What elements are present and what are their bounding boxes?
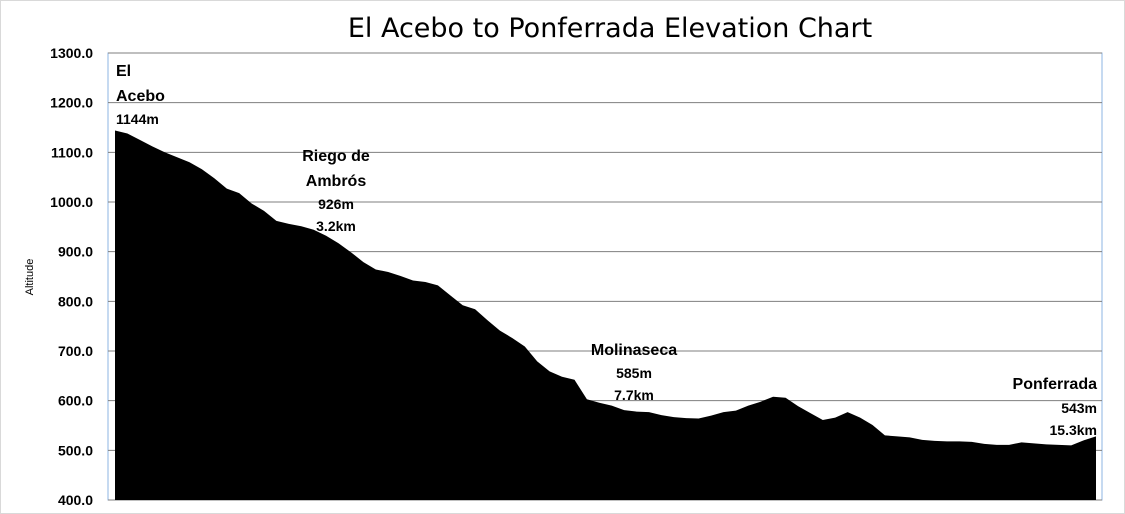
y-tick-label: 1100.0 — [51, 144, 93, 160]
annotation-value: 1144m — [116, 111, 159, 127]
y-tick-label: 400.0 — [58, 492, 93, 508]
y-tick-label: 1000.0 — [50, 194, 93, 210]
y-tick-label: 700.0 — [58, 343, 93, 359]
annotation: El Acebo 1144m — [116, 63, 165, 127]
annotation: Riego de Ambrós 926m 3.2km — [302, 148, 370, 234]
annotation-value: 926m — [318, 196, 354, 212]
annotation-name: Acebo — [116, 88, 165, 105]
elevation-series — [115, 130, 1096, 500]
annotation-name: Riego de — [302, 148, 370, 165]
annotation-value: 3.2km — [316, 218, 356, 234]
y-tick-label: 800.0 — [58, 293, 93, 309]
annotation-name: El — [116, 63, 131, 80]
elevation-area — [115, 130, 1096, 500]
annotation: Ponferrada 543m 15.3km — [1013, 376, 1098, 438]
y-axis-label: Altitude — [24, 259, 36, 296]
annotations: El Acebo 1144m Riego de Ambrós 926m 3.2km Molin… — [116, 63, 1097, 438]
y-tick-label: 500.0 — [58, 442, 93, 458]
annotation-value: 543m — [1061, 400, 1097, 416]
annotation-name: Ponferrada — [1013, 376, 1098, 393]
annotation: Molinaseca 585m 7.7km — [591, 342, 677, 403]
y-tick-label: 1300.0 — [50, 45, 93, 61]
annotation-name: Molinaseca — [591, 342, 677, 359]
y-tick-label: 600.0 — [58, 393, 93, 409]
y-axis-ticks: 1300.0 1200.0 1100.0 1000.0 900.0 800.0 700.0 6… — [50, 45, 93, 508]
annotation-name: Ambrós — [306, 173, 367, 190]
chart-title: El Acebo to Ponferrada Elevation Chart — [348, 13, 872, 44]
y-tick-label: 900.0 — [58, 244, 93, 260]
annotation-value: 585m — [616, 365, 652, 381]
annotation-value: 15.3km — [1050, 422, 1097, 438]
annotation-value: 7.7km — [614, 387, 654, 403]
y-tick-label: 1200.0 — [50, 95, 93, 111]
